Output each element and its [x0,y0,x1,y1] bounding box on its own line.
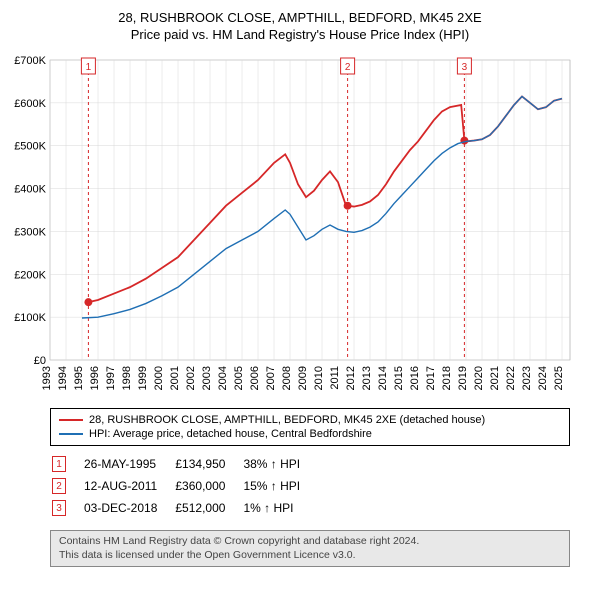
svg-text:2019: 2019 [457,366,469,390]
chart-svg: £0 £100K £200K £300K £400K £500K £600K £700K 199… [10,50,590,400]
legend-swatch [59,433,83,435]
event-marker-icon: 1 [52,456,66,472]
footer-line: This data is licensed under the Open Gov… [59,549,561,563]
event-delta: 15% ↑ HPI [243,476,316,496]
footer-line: Contains HM Land Registry data © Crown c… [59,535,561,549]
svg-text:1993: 1993 [41,366,53,390]
svg-text:2006: 2006 [249,366,261,390]
svg-text:2001: 2001 [169,366,181,390]
svg-text:1: 1 [86,62,92,73]
svg-text:2013: 2013 [361,366,373,390]
event-date: 03-DEC-2018 [84,498,173,518]
svg-text:2012: 2012 [345,366,357,390]
svg-text:£700K: £700K [14,55,46,67]
svg-text:£200K: £200K [14,269,46,281]
chart-area: £0 £100K £200K £300K £400K £500K £600K £700K 199… [10,50,590,400]
svg-text:2: 2 [345,62,351,73]
event-marker-icon: 2 [52,478,66,494]
svg-text:2020: 2020 [473,366,485,390]
event-price: £134,950 [175,454,241,474]
svg-text:£400K: £400K [14,184,46,196]
svg-text:2002: 2002 [185,366,197,390]
legend-row: 28, RUSHBROOK CLOSE, AMPTHILL, BEDFORD, … [59,413,561,427]
legend-swatch [59,419,83,421]
svg-text:2000: 2000 [153,366,165,390]
svg-text:2017: 2017 [425,366,437,390]
event-row: 2 12-AUG-2011 £360,000 15% ↑ HPI [52,476,316,496]
legend-label: 28, RUSHBROOK CLOSE, AMPTHILL, BEDFORD, … [89,414,485,426]
svg-text:2003: 2003 [201,366,213,390]
event-price: £512,000 [175,498,241,518]
event-delta: 1% ↑ HPI [243,498,316,518]
event-row: 1 26-MAY-1995 £134,950 38% ↑ HPI [52,454,316,474]
svg-text:2024: 2024 [537,366,549,390]
svg-text:£100K: £100K [14,312,46,324]
svg-text:2021: 2021 [489,366,501,390]
svg-text:2016: 2016 [409,366,421,390]
svg-text:1995: 1995 [73,366,85,390]
svg-text:2005: 2005 [233,366,245,390]
svg-text:2004: 2004 [217,366,229,390]
svg-text:2014: 2014 [377,366,389,390]
svg-text:3: 3 [462,62,468,73]
svg-text:£300K: £300K [14,226,46,238]
legend-label: HPI: Average price, detached house, Cent… [89,428,372,440]
svg-text:1998: 1998 [121,366,133,390]
svg-text:2018: 2018 [441,366,453,390]
svg-text:2023: 2023 [521,366,533,390]
footer-attribution: Contains HM Land Registry data © Crown c… [50,530,570,567]
svg-text:1994: 1994 [57,366,69,390]
svg-text:1996: 1996 [89,366,101,390]
event-date: 12-AUG-2011 [84,476,173,496]
chart-title-address: 28, RUSHBROOK CLOSE, AMPTHILL, BEDFORD, … [10,10,590,25]
chart-title-subtitle: Price paid vs. HM Land Registry's House … [10,27,590,42]
event-price: £360,000 [175,476,241,496]
svg-text:1999: 1999 [137,366,149,390]
svg-text:2010: 2010 [313,366,325,390]
svg-text:1997: 1997 [105,366,117,390]
svg-text:2011: 2011 [329,366,341,390]
event-delta: 38% ↑ HPI [243,454,316,474]
svg-text:2015: 2015 [393,366,405,390]
svg-text:2008: 2008 [281,366,293,390]
chart-title-block: 28, RUSHBROOK CLOSE, AMPTHILL, BEDFORD, … [10,10,590,42]
svg-text:2009: 2009 [297,366,309,390]
svg-text:£0: £0 [34,355,46,367]
legend: 28, RUSHBROOK CLOSE, AMPTHILL, BEDFORD, … [50,408,570,446]
event-row: 3 03-DEC-2018 £512,000 1% ↑ HPI [52,498,316,518]
svg-text:£500K: £500K [14,141,46,153]
event-date: 26-MAY-1995 [84,454,173,474]
svg-text:2025: 2025 [553,366,565,390]
event-marker-icon: 3 [52,500,66,516]
svg-text:2022: 2022 [505,366,517,390]
svg-text:2007: 2007 [265,366,277,390]
svg-text:£600K: £600K [14,98,46,110]
events-table: 1 26-MAY-1995 £134,950 38% ↑ HPI 2 12-AU… [50,452,318,520]
legend-row: HPI: Average price, detached house, Cent… [59,427,561,441]
